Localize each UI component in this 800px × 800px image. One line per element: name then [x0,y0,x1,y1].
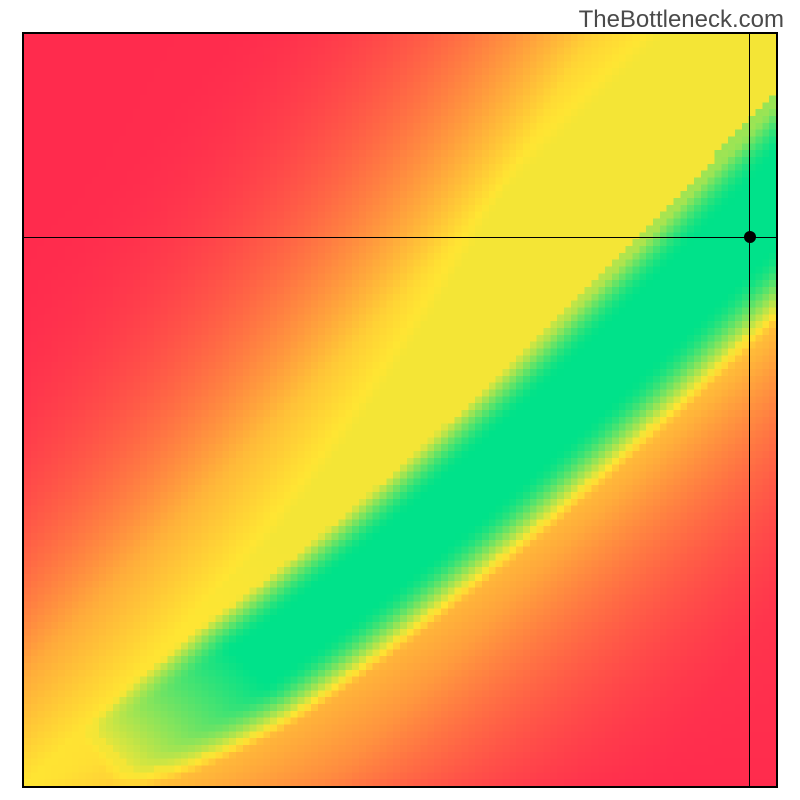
crosshair-horizontal [24,237,776,238]
plot-border-right [776,32,778,788]
plot-border-left [22,32,24,788]
selection-marker[interactable] [744,231,756,243]
crosshair-vertical [749,34,750,786]
watermark-text: TheBottleneck.com [579,6,784,34]
bottleneck-heatmap [24,34,776,786]
chart-container: TheBottleneck.com [0,0,800,800]
plot-border-bottom [22,786,778,788]
